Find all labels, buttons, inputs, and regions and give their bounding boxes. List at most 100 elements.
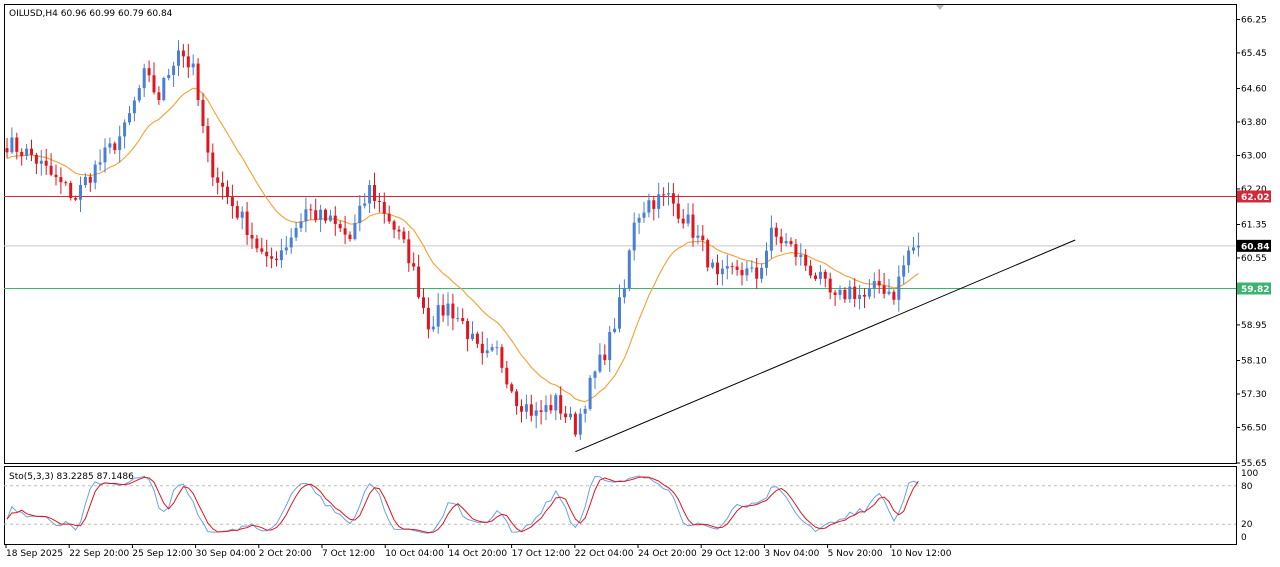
candle-body [755,267,759,279]
candle-body [240,211,244,218]
candle-body [784,241,788,244]
trendline[interactable] [575,239,1076,453]
y-tick-label: 65.45 [1241,49,1267,59]
candle [93,160,97,190]
candle [765,242,768,276]
candle [314,198,318,223]
candle [681,209,685,229]
candle [152,62,156,95]
candle [720,259,724,286]
candle [191,54,195,76]
candle-body [569,413,572,418]
candle [128,105,131,126]
candle-body [177,50,180,66]
candle [216,167,220,195]
candle-body [412,263,416,267]
candle [809,259,813,279]
candle [221,171,225,200]
candle-body [172,65,176,75]
candle-body [294,228,298,238]
candle-body [64,182,68,184]
candle-body [304,209,308,222]
candle-body [456,318,460,320]
candle-body [912,247,915,251]
candle [39,149,43,176]
candle [284,235,288,255]
price-panel [4,4,1237,464]
support-price-label: 59.82 [1241,285,1269,295]
candle-body [289,237,293,248]
candle [510,382,514,394]
x-tick-label: 5 Nov 20:00 [828,549,883,559]
candle [103,138,107,173]
candle [691,203,695,247]
candle [902,255,906,285]
candle-body [598,354,602,372]
candle-body [441,305,445,316]
candle [686,203,690,227]
candle-body [402,231,406,240]
chart-shift-marker[interactable] [936,5,944,10]
candle-body [30,148,33,155]
candle [598,343,602,374]
candle [632,212,636,261]
candle [49,153,53,177]
candle-body [480,343,484,354]
candle [622,279,626,304]
y-tick-label: 55.65 [1241,459,1267,469]
candle-body [485,350,489,354]
candle-body [377,200,381,202]
candle [83,173,87,188]
candle-body [696,235,700,238]
candle [882,272,886,299]
candle [872,272,876,299]
candle-body [255,238,259,249]
candle [382,192,386,224]
candle-body [490,347,494,351]
candle-body [34,154,38,164]
candle [446,292,450,327]
candle [407,230,411,272]
candle [588,375,592,411]
candle [833,290,837,307]
candle-body [407,239,411,264]
candle-body [191,63,195,68]
candle-body [774,227,778,237]
candle [774,222,778,245]
x-tick-label: 3 Nov 04:00 [764,549,819,559]
candle-body [740,269,744,276]
candle [79,176,82,213]
candle [877,269,881,294]
candle [603,344,607,366]
candle-body [186,56,190,68]
candle [206,118,210,163]
candle-body [108,143,112,148]
candle [201,92,205,134]
y-tick-label: 58.95 [1241,321,1267,331]
candle-body [319,209,323,220]
candle [696,224,700,245]
candle [265,239,269,267]
candle [167,68,171,81]
candle [113,141,117,154]
candle-body [760,267,764,279]
candle-body [309,209,313,211]
candle [794,238,798,266]
candle-body [44,160,48,166]
candle [20,148,24,166]
candle-body [676,203,680,219]
candle [147,60,151,83]
candle-body [39,160,43,164]
candle [15,132,19,160]
candle-body [735,266,739,270]
candle-body [686,214,690,224]
candle [69,180,73,201]
candle-body [167,74,171,78]
stochastic-tick-label: 20 [1241,520,1253,530]
candle-body [769,227,773,251]
candle-body [872,280,876,289]
candle [618,284,621,333]
candle-body [69,182,73,198]
candle [608,326,612,372]
candle-body [750,267,754,269]
